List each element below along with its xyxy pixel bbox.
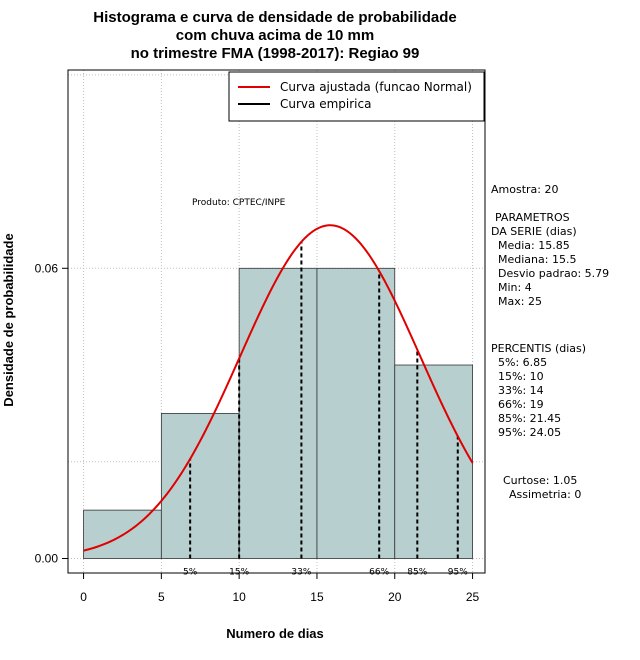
- stat-percentis-title: PERCENTIS (dias): [491, 342, 586, 355]
- y-tick-label-0: 0.00: [35, 551, 59, 565]
- legend-box: [228, 71, 485, 122]
- stats-panel: Amostra: 20 PARAMETROS DA SERIE (dias) M…: [491, 183, 609, 501]
- legend-label-normal: Curva ajustada (funcao Normal): [280, 80, 472, 94]
- stat-p15: 15%: 10: [498, 370, 544, 383]
- histogram-bar-2: [238, 267, 318, 559]
- stat-p5: 5%: 6.85: [498, 356, 547, 369]
- stat-media: Media: 15.85: [498, 239, 570, 252]
- legend-label-empirical: Curva empirica: [280, 97, 371, 111]
- x-tick-label-5: 25: [466, 590, 480, 604]
- stat-assimetria: Assimetria: 0: [509, 488, 581, 501]
- stat-amostra: Amostra: 20: [491, 183, 558, 196]
- percentile-lines: 5% 15% 33% 66% 85% 95%: [183, 241, 468, 577]
- axes: 0 5 10 15 20 25 0.00 0.06: [35, 261, 480, 604]
- legend: Curva ajustada (funcao Normal) Curva emp…: [228, 71, 485, 122]
- stat-params-title-1: PARAMETROS: [495, 211, 570, 224]
- percentile-label-3: 66%: [369, 567, 389, 577]
- chart-title-line-2: com chuva acima de 10 mm: [176, 27, 374, 44]
- y-tick-label-1: 0.06: [35, 261, 59, 275]
- chart-title-line-3: no trimestre FMA (1998-2017): Regiao 99: [131, 45, 420, 62]
- histogram-bar-3: [316, 267, 396, 559]
- stat-curtose: Curtose: 1.05: [503, 474, 577, 487]
- stat-p85: 85%: 21.45: [498, 412, 561, 425]
- x-tick-label-0: 0: [80, 590, 87, 604]
- y-axis-label: Densidade de probabilidade: [1, 233, 16, 406]
- percentile-label-4: 85%: [407, 567, 427, 577]
- stat-p95: 95%: 24.05: [498, 426, 561, 439]
- x-tick-label-1: 5: [158, 590, 165, 604]
- x-tick-label-3: 15: [310, 590, 324, 604]
- plot-frame: [67, 69, 486, 574]
- produto-annotation: Produto: CPTEC/INPE: [192, 198, 286, 208]
- chart-title-line-1: Histograma e curva de densidade de proba…: [93, 9, 456, 26]
- percentile-label-1: 15%: [229, 567, 249, 577]
- percentile-label-2: 33%: [291, 567, 311, 577]
- stat-mediana: Mediana: 15.5: [498, 253, 576, 266]
- histogram-bar-0: [83, 509, 162, 559]
- stat-params-title-2: DA SERIE (dias): [491, 225, 577, 238]
- histogram-bar-1: [160, 412, 240, 559]
- x-axis-label: Numero de dias: [226, 626, 324, 641]
- percentile-label-5: 95%: [448, 567, 468, 577]
- x-tick-label-2: 10: [232, 590, 246, 604]
- stat-max: Max: 25: [498, 295, 542, 308]
- stat-p66: 66%: 19: [498, 398, 544, 411]
- normal-fit-curve: [83, 224, 474, 552]
- x-tick-label-4: 20: [388, 590, 402, 604]
- stat-p33: 33%: 14: [498, 384, 544, 397]
- percentile-label-0: 5%: [183, 567, 198, 577]
- stat-desvio: Desvio padrao: 5.79: [498, 267, 609, 280]
- histogram-bar-4: [394, 364, 473, 559]
- histogram-bars: [83, 267, 473, 559]
- stat-min: Min: 4: [498, 281, 532, 294]
